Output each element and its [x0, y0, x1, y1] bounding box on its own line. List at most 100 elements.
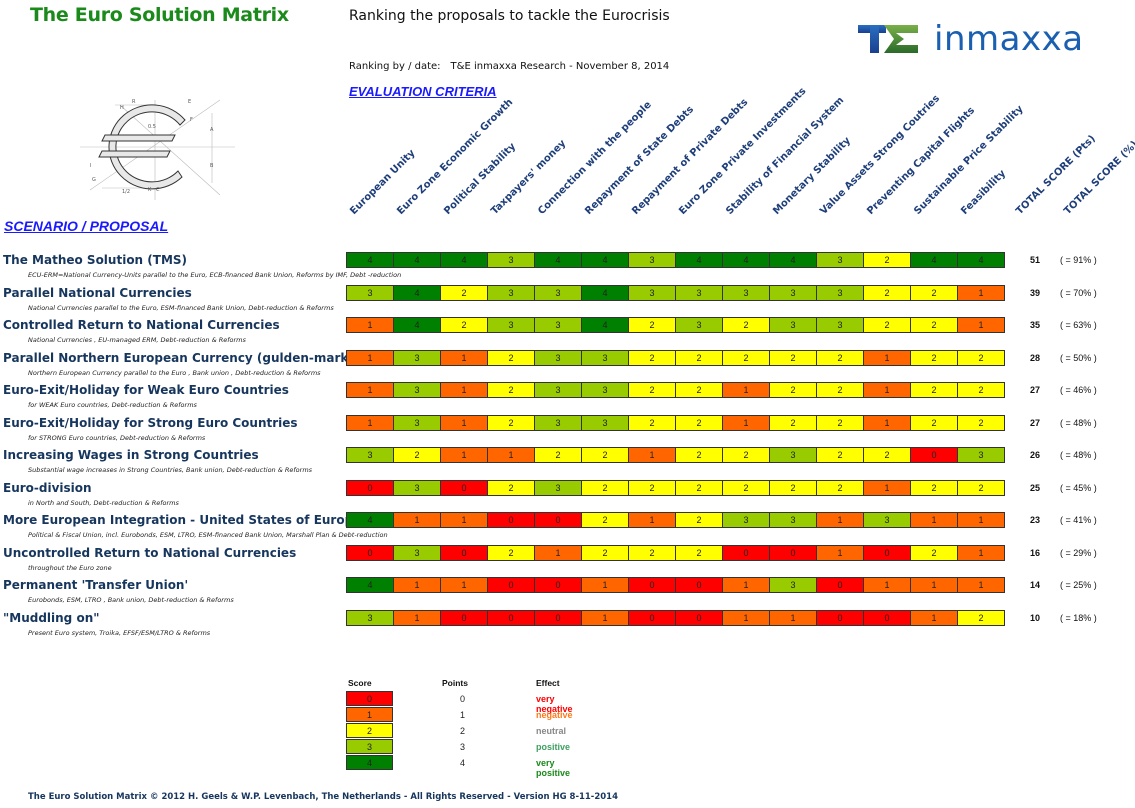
- proposal-description: Present Euro system, Troika, EFSF/ESM/LT…: [28, 629, 211, 637]
- legend-score-0: 0: [346, 691, 393, 706]
- score-cell: 0: [770, 546, 817, 560]
- score-cell: 2: [723, 318, 770, 332]
- score-cell: 3: [394, 546, 441, 560]
- legend-score-4: 4: [346, 755, 393, 770]
- score-cell: 2: [535, 448, 582, 462]
- legend-points-header: Points: [442, 678, 468, 688]
- score-cell: 3: [535, 383, 582, 397]
- score-cell: 2: [911, 351, 958, 365]
- total-score-pts: 28: [1030, 353, 1041, 363]
- score-cell: 3: [535, 318, 582, 332]
- total-score-pct: ( = 45% ): [1060, 483, 1097, 493]
- score-cell: 2: [582, 513, 629, 527]
- score-cell: 4: [347, 578, 394, 592]
- svg-text:F: F: [190, 117, 193, 123]
- score-cell: 0: [488, 611, 535, 625]
- legend-score-header: Score: [348, 678, 372, 688]
- evaluation-criteria-link[interactable]: EVALUATION CRITERIA: [349, 84, 497, 99]
- score-cell: 2: [911, 383, 958, 397]
- score-cell: 0: [535, 611, 582, 625]
- svg-text:E: E: [188, 99, 191, 105]
- total-score-pct: ( = 48% ): [1060, 450, 1097, 460]
- score-cell: 0: [676, 578, 723, 592]
- score-cell: 1: [629, 513, 676, 527]
- score-cell: 0: [817, 611, 864, 625]
- score-cell: 4: [394, 253, 441, 267]
- score-cell: 1: [723, 383, 770, 397]
- score-cell: 2: [488, 481, 535, 495]
- score-cell: 3: [394, 481, 441, 495]
- score-cell: 3: [817, 253, 864, 267]
- score-cell: 2: [817, 383, 864, 397]
- score-cell: 3: [535, 416, 582, 430]
- scenario-proposal-link[interactable]: SCENARIO / PROPOSAL: [4, 218, 169, 234]
- score-cell: 1: [958, 546, 1004, 560]
- svg-text:A: A: [210, 127, 214, 133]
- total-score-pts: 27: [1030, 385, 1041, 395]
- score-cell: 2: [488, 546, 535, 560]
- score-cell: 2: [864, 286, 911, 300]
- score-cell: 2: [676, 383, 723, 397]
- total-score-pct: ( = 25% ): [1060, 580, 1097, 590]
- score-cell: 3: [347, 611, 394, 625]
- score-cell: 1: [582, 578, 629, 592]
- score-cell: 3: [676, 286, 723, 300]
- logo-wordmark: inmaxxa: [934, 19, 1084, 59]
- score-cell: 1: [723, 578, 770, 592]
- svg-text:B: B: [210, 163, 214, 169]
- score-cell: 2: [958, 416, 1004, 430]
- score-cell: 3: [770, 318, 817, 332]
- legend-effect-1: negative: [536, 710, 573, 720]
- score-cell: 0: [817, 578, 864, 592]
- score-cell: 1: [535, 546, 582, 560]
- score-cell: 1: [441, 416, 488, 430]
- score-cell: 2: [723, 481, 770, 495]
- score-cell: 3: [347, 286, 394, 300]
- proposal-title: Permanent 'Transfer Union': [3, 578, 189, 592]
- score-cell: 2: [582, 481, 629, 495]
- score-cell: 1: [911, 611, 958, 625]
- svg-text:C: C: [156, 187, 160, 193]
- score-cell: 2: [723, 448, 770, 462]
- proposal-title: The Matheo Solution (TMS): [3, 253, 188, 267]
- score-cell: 1: [394, 578, 441, 592]
- score-cell: 3: [394, 351, 441, 365]
- score-cell: 3: [582, 416, 629, 430]
- total-score-pct: ( = 63% ): [1060, 320, 1097, 330]
- score-cell: 2: [770, 416, 817, 430]
- score-cell: 1: [958, 286, 1004, 300]
- score-cell: 3: [535, 351, 582, 365]
- score-cell: 3: [488, 318, 535, 332]
- score-cell: 2: [723, 351, 770, 365]
- score-cell: 0: [864, 611, 911, 625]
- score-cell: 0: [911, 448, 958, 462]
- score-cell: 0: [535, 578, 582, 592]
- score-cell: 4: [582, 286, 629, 300]
- total-score-pct: ( = 29% ): [1060, 548, 1097, 558]
- legend-effect-2: neutral: [536, 726, 567, 736]
- score-cell: 4: [958, 253, 1004, 267]
- score-cell: 1: [394, 513, 441, 527]
- total-score-pct: ( = 50% ): [1060, 353, 1097, 363]
- score-cell: 1: [864, 416, 911, 430]
- score-cell: 4: [582, 318, 629, 332]
- proposal-title: Uncontrolled Return to National Currenci…: [3, 546, 297, 560]
- score-cell: 2: [629, 383, 676, 397]
- score-cell: 1: [864, 383, 911, 397]
- score-cell: 1: [911, 513, 958, 527]
- legend-points-0: 0: [460, 694, 466, 704]
- score-cell: 1: [817, 513, 864, 527]
- score-cell: 3: [582, 351, 629, 365]
- score-cell: 3: [488, 253, 535, 267]
- score-cell: 3: [817, 286, 864, 300]
- score-cell: 4: [770, 253, 817, 267]
- legend-score-3: 3: [346, 739, 393, 754]
- score-cell: 0: [488, 578, 535, 592]
- legend-effect-0: very negative: [536, 694, 573, 714]
- ranking-info: Ranking by / date: T&E inmaxxa Research -…: [349, 61, 669, 72]
- score-cell: 2: [488, 383, 535, 397]
